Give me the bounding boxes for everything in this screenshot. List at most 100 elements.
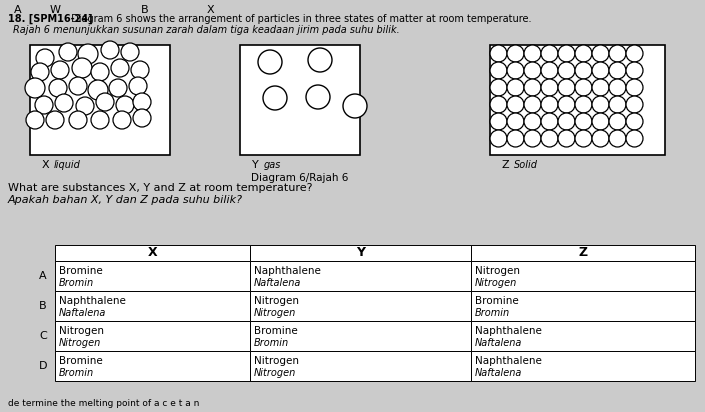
Circle shape [507,79,524,96]
Circle shape [69,77,87,95]
Circle shape [35,96,53,114]
Circle shape [575,79,592,96]
Text: Bromin: Bromin [255,338,289,348]
Circle shape [575,62,592,79]
Circle shape [626,79,643,96]
Circle shape [91,63,109,81]
Circle shape [558,96,575,113]
Circle shape [133,93,151,111]
Bar [250,291,471,321]
Text: Bromine: Bromine [475,296,519,306]
Circle shape [490,62,507,79]
Circle shape [626,130,643,147]
Bar [471,261,695,291]
Text: Bromine: Bromine [255,326,298,336]
Text: Bromin: Bromin [475,308,510,318]
Text: Bromin: Bromin [59,278,94,288]
Text: Diagram 6/Rajah 6: Diagram 6/Rajah 6 [251,173,349,183]
Circle shape [31,63,49,81]
Circle shape [109,79,127,97]
Circle shape [609,79,626,96]
Bar [250,261,471,291]
Bar [55,291,250,321]
Circle shape [609,45,626,62]
Circle shape [626,96,643,113]
Circle shape [524,130,541,147]
Text: Naphthalene: Naphthalene [475,326,542,336]
Circle shape [129,77,147,95]
Text: Naphthalene: Naphthalene [255,266,321,276]
Circle shape [626,62,643,79]
Bar [471,245,695,261]
Circle shape [78,44,98,64]
Text: Rajah 6 menunjukkan susunan zarah dalam tiga keadaan jirim pada suhu bilik.: Rajah 6 menunjukkan susunan zarah dalam … [13,25,400,35]
Circle shape [524,79,541,96]
Circle shape [609,130,626,147]
Circle shape [558,79,575,96]
Text: What are substances X, Y and Z at room temperature?: What are substances X, Y and Z at room t… [8,183,312,193]
Circle shape [609,62,626,79]
Circle shape [25,78,45,98]
Circle shape [558,45,575,62]
Text: Y: Y [356,246,365,260]
Text: gas: gas [264,160,281,170]
Circle shape [592,130,609,147]
Circle shape [133,109,151,127]
Circle shape [131,61,149,79]
Text: A: A [14,5,22,15]
Bar [490,45,665,155]
Circle shape [592,62,609,79]
Text: Naftalena: Naftalena [475,368,522,378]
Circle shape [541,45,558,62]
Text: B: B [39,301,47,311]
Bar [250,245,471,261]
Bar [250,321,471,351]
Circle shape [308,48,332,72]
Circle shape [507,45,524,62]
Circle shape [507,62,524,79]
Circle shape [592,79,609,96]
Bar [471,291,695,321]
Text: Z: Z [502,160,510,170]
Text: Nitrogen: Nitrogen [255,368,296,378]
Text: Apakah bahan X, Y dan Z pada suhu bilik?: Apakah bahan X, Y dan Z pada suhu bilik? [8,195,243,205]
Circle shape [541,79,558,96]
Circle shape [88,80,108,100]
Circle shape [609,96,626,113]
Text: X: X [206,5,214,15]
Circle shape [36,49,54,67]
Bar [250,351,471,381]
Circle shape [507,130,524,147]
Circle shape [558,113,575,130]
Text: Naphthalene: Naphthalene [475,356,542,366]
Text: Solid: Solid [514,160,538,170]
Text: Nitrogen: Nitrogen [255,296,299,306]
Circle shape [76,97,94,115]
Text: A: A [39,271,47,281]
Circle shape [490,113,507,130]
Circle shape [59,43,77,61]
Text: Bromine: Bromine [59,266,103,276]
Bar [55,261,250,291]
Circle shape [541,113,558,130]
Circle shape [558,130,575,147]
Bar [471,351,695,381]
Text: Z: Z [578,246,587,260]
Circle shape [575,45,592,62]
Text: liquid: liquid [54,160,81,170]
Circle shape [558,62,575,79]
Circle shape [490,130,507,147]
Circle shape [343,94,367,118]
Bar [240,45,360,155]
Circle shape [575,130,592,147]
Text: de termine the melting point of a c e t a n: de termine the melting point of a c e t … [8,399,200,408]
Text: Nitrogen: Nitrogen [255,356,299,366]
Circle shape [609,113,626,130]
Text: Y: Y [252,160,259,170]
Circle shape [507,113,524,130]
Circle shape [96,93,114,111]
Text: Nitrogen: Nitrogen [475,278,517,288]
Text: Naphthalene: Naphthalene [59,296,126,306]
Bar [55,245,250,261]
Circle shape [258,50,282,74]
